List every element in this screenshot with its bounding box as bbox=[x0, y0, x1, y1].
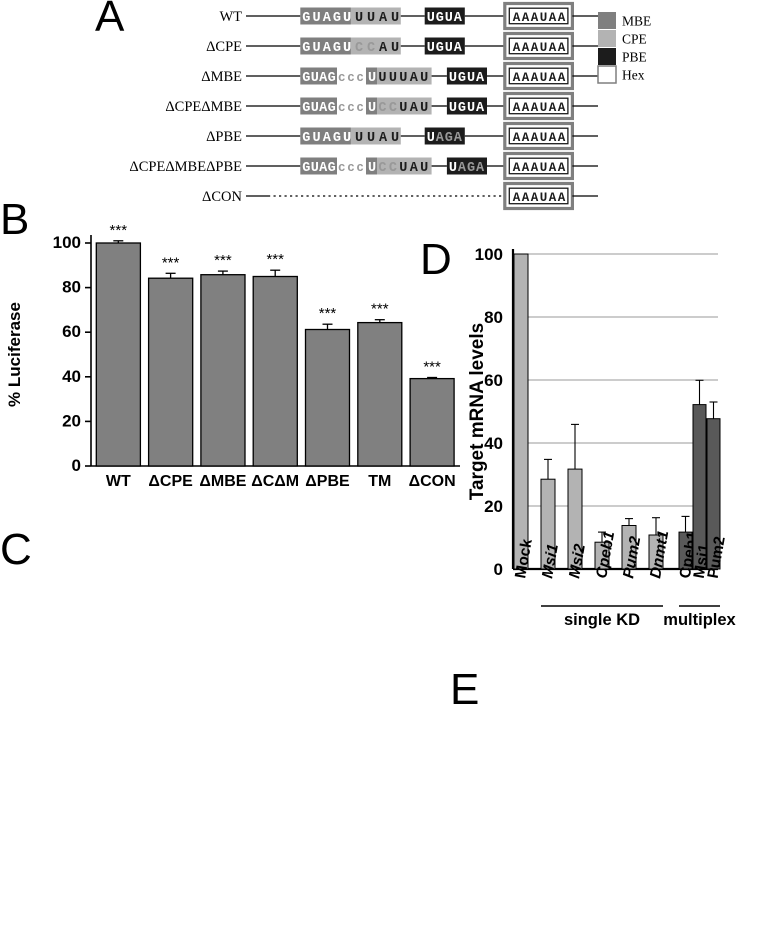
svg-text:0: 0 bbox=[494, 560, 503, 579]
svg-text:Target mRNA levels: Target mRNA levels bbox=[467, 323, 488, 500]
svg-text:Cpeb1: Cpeb1 bbox=[593, 530, 618, 580]
svg-text:single KD: single KD bbox=[564, 611, 640, 629]
svg-text:multiplex: multiplex bbox=[663, 611, 736, 629]
svg-text:100: 100 bbox=[475, 245, 503, 264]
